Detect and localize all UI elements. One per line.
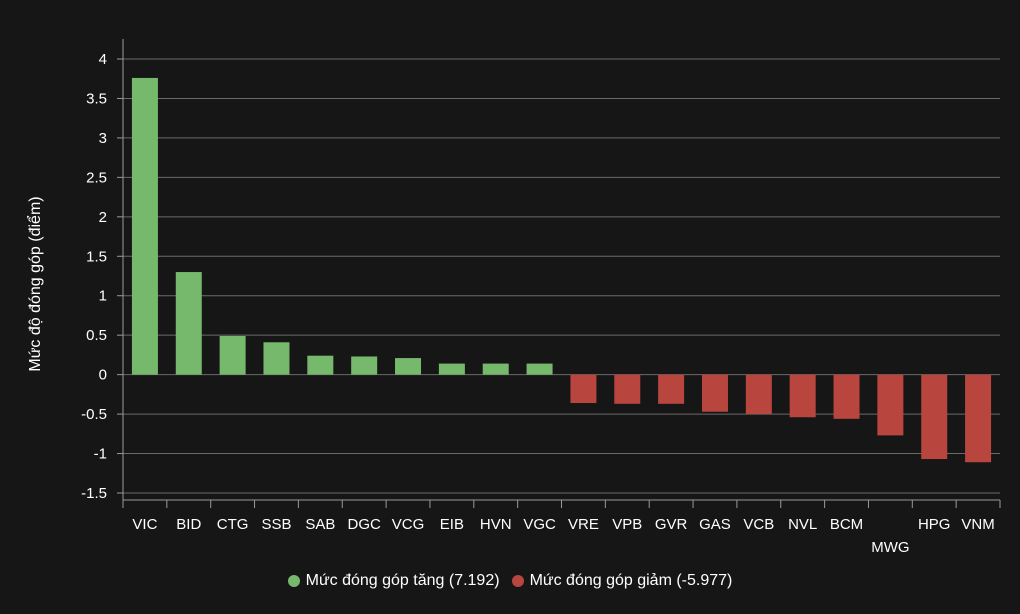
y-tick-label: 3.5 xyxy=(86,90,107,107)
bar-gas[interactable] xyxy=(701,374,728,412)
x-tick-label: VIC xyxy=(132,516,157,533)
bar-vpb[interactable] xyxy=(614,374,641,404)
legend-item-decrease[interactable]: Mức đóng góp giảm (-5.977) xyxy=(511,572,733,590)
x-tick-label: GVR xyxy=(655,516,688,533)
bar-bcm[interactable] xyxy=(833,374,860,419)
y-tick-label: 0.5 xyxy=(86,327,107,344)
legend: Mức đóng góp tăng (7.192) Mức đóng góp g… xyxy=(0,572,1020,590)
x-tick-label: VGC xyxy=(523,516,556,533)
x-tick-label: VCB xyxy=(743,516,774,533)
x-tick-label: GAS xyxy=(699,516,731,533)
legend-swatch-red-icon xyxy=(511,575,524,587)
bar-hpg[interactable] xyxy=(921,374,948,460)
bar-vcb[interactable] xyxy=(745,374,772,415)
x-tick-label: SSB xyxy=(261,516,291,533)
grid-lines xyxy=(123,58,1000,494)
x-tick-label: VNM xyxy=(961,516,994,533)
y-tick-label: 1.5 xyxy=(86,248,107,265)
bar-mwg[interactable] xyxy=(877,374,904,436)
bar-sab[interactable] xyxy=(307,355,334,375)
x-tick-label: MWG xyxy=(871,539,909,556)
x-tick-label: EIB xyxy=(440,516,464,533)
x-tick-label: VPB xyxy=(612,516,642,533)
x-tick-label: NVL xyxy=(788,516,817,533)
axes xyxy=(117,39,1001,508)
y-axis-title: Mức độ đóng góp (điểm) xyxy=(26,196,44,371)
bar-nvl[interactable] xyxy=(789,374,816,418)
bar-dgc[interactable] xyxy=(351,356,378,375)
y-tick-label: -0.5 xyxy=(81,406,107,423)
bar-ctg[interactable] xyxy=(219,335,246,375)
legend-swatch-green-icon xyxy=(287,575,300,587)
y-tick-label: 1 xyxy=(99,288,107,305)
x-tick-label: VRE xyxy=(568,516,599,533)
legend-item-increase[interactable]: Mức đóng góp tăng (7.192) xyxy=(287,572,500,590)
x-tick-label: CTG xyxy=(217,516,249,533)
x-tick-label: BCM xyxy=(830,516,863,533)
tick-labels: 4 3.5 3 2.5 2 1.5 1 0.5 0 -0.5 -1 -1.5 VIC BID CTG SSB S… xyxy=(81,51,995,556)
bar-gvr[interactable] xyxy=(658,374,685,404)
y-tick-label: 0 xyxy=(99,367,107,384)
bars xyxy=(131,77,992,463)
bar-hvn[interactable] xyxy=(482,363,509,375)
bar-vgc[interactable] xyxy=(526,363,553,375)
x-tick-label: DGC xyxy=(348,516,382,533)
x-tick-label: HVN xyxy=(480,516,512,533)
x-tick-label: VCG xyxy=(392,516,425,533)
bar-vnm[interactable] xyxy=(965,374,992,463)
bar-ssb[interactable] xyxy=(263,342,290,375)
y-tick-label: 2.5 xyxy=(86,169,107,186)
bar-vcg[interactable] xyxy=(395,358,422,375)
y-tick-label: -1.5 xyxy=(81,485,107,502)
bar-vic[interactable] xyxy=(131,77,158,375)
bar-eib[interactable] xyxy=(438,363,465,375)
y-tick-label: 4 xyxy=(99,51,107,68)
y-tick-label: -1 xyxy=(94,446,107,463)
x-tick-label: BID xyxy=(176,516,201,533)
y-tick-label: 2 xyxy=(99,209,107,226)
y-tick-label: 3 xyxy=(99,130,107,147)
bar-vre[interactable] xyxy=(570,374,597,404)
legend-label-increase: Mức đóng góp tăng (7.192) xyxy=(305,572,500,589)
x-tick-label: HPG xyxy=(918,516,951,533)
legend-label-decrease: Mức đóng góp giảm (-5.977) xyxy=(529,572,733,589)
x-tick-label: SAB xyxy=(305,516,335,533)
bar-bid[interactable] xyxy=(175,272,202,375)
